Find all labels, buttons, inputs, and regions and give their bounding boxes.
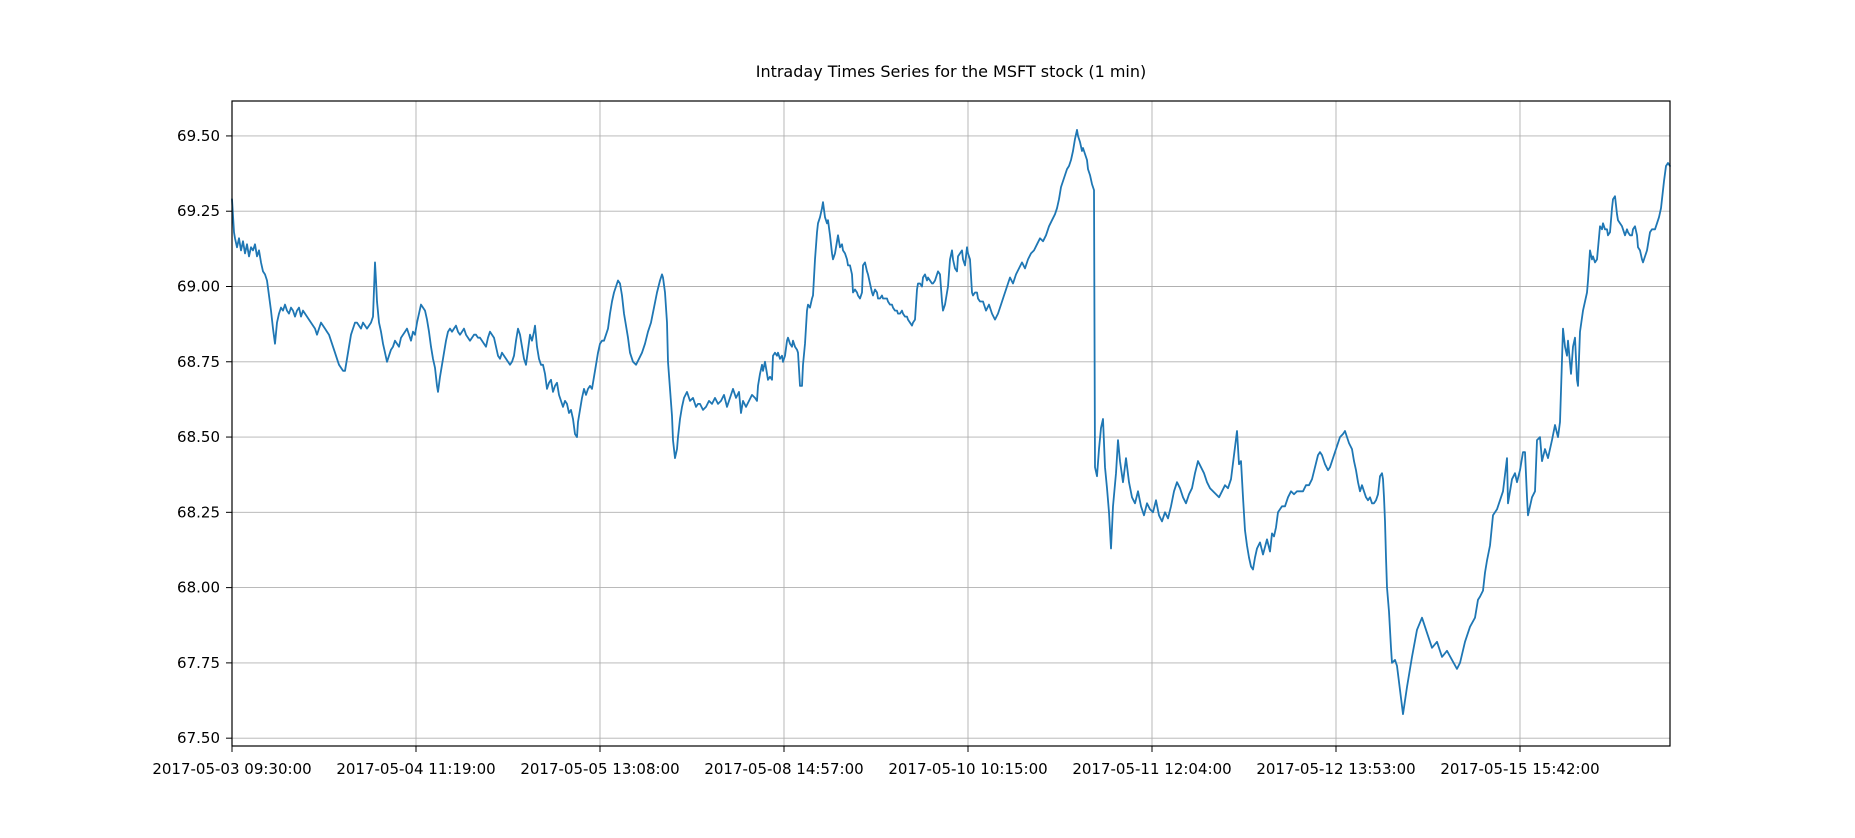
y-tick-label: 67.75 xyxy=(177,654,220,672)
x-tick-label: 2017-05-05 13:08:00 xyxy=(520,760,679,778)
x-tick-label: 2017-05-03 09:30:00 xyxy=(152,760,311,778)
y-tick-label: 69.25 xyxy=(177,202,220,220)
y-tick-label: 69.00 xyxy=(177,277,220,295)
x-tick-label: 2017-05-12 13:53:00 xyxy=(1256,760,1415,778)
x-tick-label: 2017-05-04 11:19:00 xyxy=(336,760,495,778)
grid-lines xyxy=(231,101,1670,746)
price-series-line xyxy=(231,128,1671,715)
x-tick-label: 2017-05-15 15:42:00 xyxy=(1440,760,1599,778)
y-tick-label: 68.75 xyxy=(177,353,220,371)
y-tick-label: 68.50 xyxy=(177,428,220,446)
axes-box xyxy=(231,100,1671,747)
y-tick-label: 69.50 xyxy=(177,127,220,145)
tick-marks xyxy=(226,135,1521,752)
y-tick-labels: 67.50 67.75 68.00 68.25 68.50 68.75 69.00 69.25… xyxy=(177,127,220,747)
x-tick-labels: 2017-05-03 09:30:00 2017-05-04 11:19:00 20… xyxy=(152,760,1599,778)
x-tick-label: 2017-05-10 10:15:00 xyxy=(888,760,1047,778)
y-tick-label: 68.25 xyxy=(177,503,220,521)
x-tick-label: 2017-05-08 14:57:00 xyxy=(704,760,863,778)
y-tick-label: 67.50 xyxy=(177,729,220,747)
chart-title: Intraday Times Series for the MSFT stock… xyxy=(755,62,1147,81)
y-tick-label: 68.00 xyxy=(177,579,220,597)
x-tick-label: 2017-05-11 12:04:00 xyxy=(1072,760,1231,778)
